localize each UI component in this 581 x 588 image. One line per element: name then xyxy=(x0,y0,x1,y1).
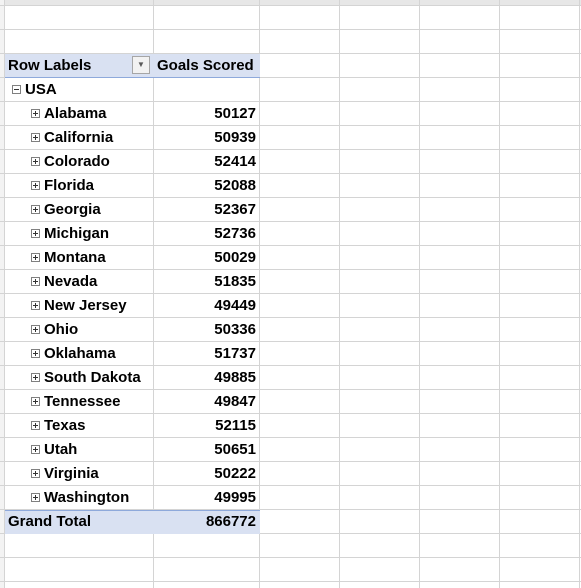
row-gridline xyxy=(0,149,581,150)
row-gridline xyxy=(0,101,581,102)
state-row-value[interactable]: 52088 xyxy=(214,177,256,194)
state-row-label[interactable]: South Dakota xyxy=(44,369,141,386)
state-row-label[interactable]: Colorado xyxy=(44,153,110,170)
row-gridline xyxy=(0,197,581,198)
expand-toggle-icon[interactable] xyxy=(31,349,40,358)
row-gridline xyxy=(0,581,581,582)
expand-toggle-icon[interactable] xyxy=(31,133,40,142)
expand-toggle-icon[interactable] xyxy=(31,157,40,166)
expand-toggle-icon[interactable] xyxy=(31,445,40,454)
state-row-value[interactable]: 49885 xyxy=(214,369,256,386)
goals-scored-header[interactable]: Goals Scored xyxy=(157,57,254,74)
state-row-label[interactable]: Oklahama xyxy=(44,345,116,362)
grand-total-row xyxy=(5,510,260,534)
row-gridline xyxy=(0,509,581,510)
state-row-value[interactable]: 52367 xyxy=(214,201,256,218)
state-row-label[interactable]: Alabama xyxy=(44,105,107,122)
state-row-label[interactable]: Virginia xyxy=(44,465,99,482)
state-row-label[interactable]: Florida xyxy=(44,177,95,194)
state-row-value[interactable]: 50336 xyxy=(214,321,256,338)
row-gridline xyxy=(0,293,581,294)
grand-total-value[interactable]: 866772 xyxy=(205,513,256,530)
row-gridline xyxy=(0,221,581,222)
expand-toggle-icon[interactable] xyxy=(31,493,40,502)
row-gridline xyxy=(0,29,581,30)
expand-toggle-icon[interactable] xyxy=(31,373,40,382)
row-gridline xyxy=(0,5,581,6)
column-gridline xyxy=(4,0,5,588)
row-gridline xyxy=(0,533,581,534)
row-labels-filter-dropdown[interactable]: ▼ xyxy=(132,56,150,74)
expand-toggle-icon[interactable] xyxy=(31,469,40,478)
state-row-label[interactable]: Montana xyxy=(44,249,106,266)
collapse-usa-toggle-icon[interactable] xyxy=(12,85,21,94)
group-label-usa[interactable]: USA xyxy=(25,81,57,98)
state-row-value[interactable]: 50127 xyxy=(214,105,256,122)
expand-toggle-icon[interactable] xyxy=(31,253,40,262)
row-gridline xyxy=(0,437,581,438)
state-row-label[interactable]: Georgia xyxy=(44,201,101,218)
state-row-label[interactable]: Michigan xyxy=(44,225,110,242)
column-gridline xyxy=(259,0,260,588)
expand-toggle-icon[interactable] xyxy=(31,205,40,214)
expand-toggle-icon[interactable] xyxy=(31,277,40,286)
row-gridline xyxy=(0,557,581,558)
row-gridline xyxy=(0,125,581,126)
expand-toggle-icon[interactable] xyxy=(31,325,40,334)
state-row-label[interactable]: Ohio xyxy=(44,321,79,338)
state-row-label[interactable]: Nevada xyxy=(44,273,98,290)
row-gridline xyxy=(0,485,581,486)
column-gridline xyxy=(153,0,154,588)
dropdown-arrow-icon: ▼ xyxy=(137,60,145,69)
column-gridline xyxy=(499,0,500,588)
expand-toggle-icon[interactable] xyxy=(31,109,40,118)
state-row-label[interactable]: California xyxy=(44,129,114,146)
row-gridline xyxy=(0,317,581,318)
column-gridline xyxy=(419,0,420,588)
state-row-value[interactable]: 51835 xyxy=(214,273,256,290)
row-gridline xyxy=(0,245,581,246)
expand-toggle-icon[interactable] xyxy=(31,229,40,238)
grand-total-border xyxy=(5,510,260,511)
row-gridline xyxy=(0,173,581,174)
row-gridline xyxy=(0,413,581,414)
row-gridline xyxy=(0,269,581,270)
expand-toggle-icon[interactable] xyxy=(31,181,40,190)
row-gridline xyxy=(0,341,581,342)
expand-toggle-icon[interactable] xyxy=(31,421,40,430)
column-gridline xyxy=(339,0,340,588)
state-row-value[interactable]: 52414 xyxy=(214,153,256,170)
pivot-header-border xyxy=(5,77,260,78)
state-row-value[interactable]: 52115 xyxy=(215,417,256,434)
state-row-value[interactable]: 50222 xyxy=(214,465,256,482)
sheet-top-edge xyxy=(0,0,581,5)
expand-toggle-icon[interactable] xyxy=(31,301,40,310)
state-row-value[interactable]: 50939 xyxy=(214,129,256,146)
row-labels-header[interactable]: Row Labels xyxy=(8,57,92,74)
expand-toggle-icon[interactable] xyxy=(31,397,40,406)
row-gridline xyxy=(0,77,581,78)
state-row-value[interactable]: 49995 xyxy=(214,489,256,506)
state-row-label[interactable]: New Jersey xyxy=(44,297,127,314)
state-row-value[interactable]: 50029 xyxy=(214,249,256,266)
state-row-value[interactable]: 52736 xyxy=(214,225,256,242)
state-row-label[interactable]: Washington xyxy=(44,489,130,506)
row-gridline xyxy=(0,461,581,462)
state-row-label[interactable]: Tennessee xyxy=(44,393,121,410)
grand-total-label[interactable]: Grand Total xyxy=(8,513,92,530)
state-row-value[interactable]: 50651 xyxy=(214,441,256,458)
state-row-value[interactable]: 49449 xyxy=(214,297,256,314)
column-gridline xyxy=(579,0,580,588)
row-gridline xyxy=(0,365,581,366)
state-row-value[interactable]: 51737 xyxy=(214,345,256,362)
row-gridline xyxy=(0,389,581,390)
sheet-left-edge xyxy=(0,0,4,588)
state-row-value[interactable]: 49847 xyxy=(214,393,256,410)
row-gridline xyxy=(0,53,581,54)
state-row-label[interactable]: Texas xyxy=(44,417,86,434)
state-row-label[interactable]: Utah xyxy=(44,441,78,458)
